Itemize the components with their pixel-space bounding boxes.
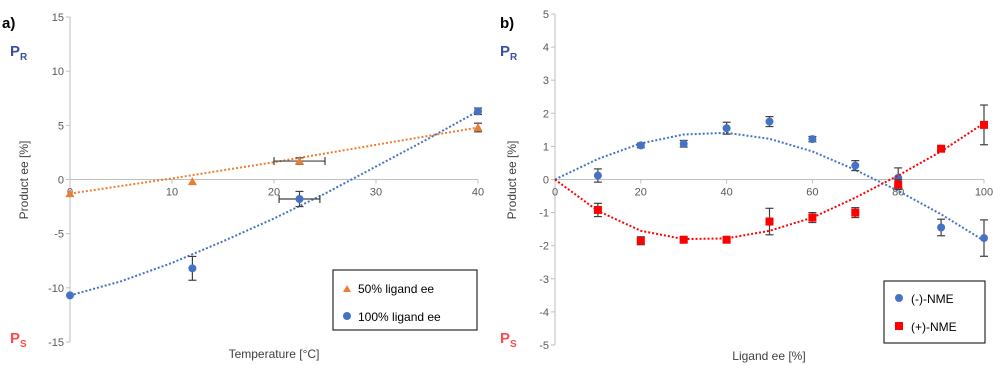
data-point-1 [722,235,731,244]
x-tick-label: 60 [806,187,818,199]
x-tick-label: 40 [472,187,484,199]
trendline-0 [69,126,479,195]
data-point-0 [473,123,483,131]
panel-a-legend-label-1: 100% ligand ee [358,310,441,324]
data-point-1 [593,205,602,214]
x-tick-label: 20 [268,187,280,199]
data-point-0 [593,171,602,180]
y-tick-label: 15 [52,12,64,24]
data-point-0 [187,177,197,186]
panel-a: a) PR PS Product ee [%] Temperature [°C]… [2,12,484,361]
data-point-1 [66,291,74,300]
panel-a-bottom-marker: PS [10,330,27,350]
panel-b-y-axis-title: Product ee [%] [505,141,519,220]
data-point-0 [722,124,731,133]
panel-b-label: b) [500,15,514,32]
data-point-1 [188,264,197,273]
panel-b-legend-label-1: (+)-NME [911,320,957,334]
x-tick-label: 30 [370,187,382,199]
panel-a-plot: -15-10-5051015010203040 [48,12,484,349]
data-point-0 [765,117,774,126]
panel-b-x-axis-title: Ligand ee [%] [732,349,805,363]
data-point-0 [980,234,988,243]
data-point-0 [679,139,688,148]
panel-b-legend: (-)-NME (+)-NME [883,280,986,344]
y-tick-label: -4 [539,307,549,319]
legend-triangle-marker [343,285,351,292]
panel-a-legend-label-0: 50% ligand ee [358,282,434,296]
trendline-1 [69,110,479,297]
y-tick-label: -15 [48,337,64,349]
data-point-1 [851,208,860,217]
panel-a-legend-box [332,269,478,331]
data-point-0 [636,141,645,150]
legend-circle-marker [895,294,903,302]
data-point-0 [937,223,946,232]
y-tick-label: 0 [543,175,549,187]
y-tick-label: 4 [543,42,549,54]
data-point-1 [636,236,645,245]
y-tick-label: -5 [54,229,64,241]
panel-a-legend: 50% ligand ee 100% ligand ee [332,269,478,331]
data-point-0 [808,135,817,144]
trendline-1 [554,122,985,241]
panel-b-bottom-marker: PS [500,330,517,350]
y-tick-label: -2 [539,241,549,253]
y-tick-label: 0 [58,175,64,187]
data-point-1 [679,235,688,244]
legend-square-marker [895,322,903,330]
data-point-0 [65,189,75,198]
y-tick-label: -5 [539,340,549,352]
panel-a-y-axis-title: Product ee [%] [17,141,31,220]
panel-b-top-marker: PR [500,43,518,63]
data-point-1 [894,180,903,189]
y-tick-label: 1 [543,141,549,153]
x-tick-label: 0 [552,187,558,199]
y-tick-label: 3 [543,75,549,87]
panel-a-x-axis-title: Temperature [°C] [229,347,320,361]
y-tick-label: 10 [52,66,64,78]
y-tick-label: 2 [543,108,549,120]
y-tick-label: -1 [539,208,549,220]
panel-b-legend-label-0: (-)-NME [911,292,954,306]
trendline-0 [554,131,985,242]
x-tick-label: 100 [975,187,993,199]
data-point-0 [851,161,860,170]
panel-a-top-marker: PR [10,43,28,63]
panel-a-label: a) [2,15,15,32]
data-point-0 [295,156,304,165]
panel-b-legend-box [883,280,986,344]
x-tick-label: 10 [166,187,178,199]
x-tick-label: 20 [635,187,647,199]
legend-circle-marker [343,312,351,320]
data-point-1 [808,213,817,222]
data-point-1 [937,144,946,153]
data-point-1 [474,107,482,116]
y-tick-label: 5 [543,9,549,21]
y-tick-label: -3 [539,274,549,286]
data-point-1 [295,195,304,203]
data-point-1 [765,217,774,226]
y-tick-label: -10 [48,283,64,295]
panel-b: b) PR PS Product ee [%] Ligand ee [%] -5… [500,9,993,363]
data-point-1 [980,120,988,129]
y-tick-label: 5 [58,120,64,132]
x-tick-label: 40 [720,187,732,199]
